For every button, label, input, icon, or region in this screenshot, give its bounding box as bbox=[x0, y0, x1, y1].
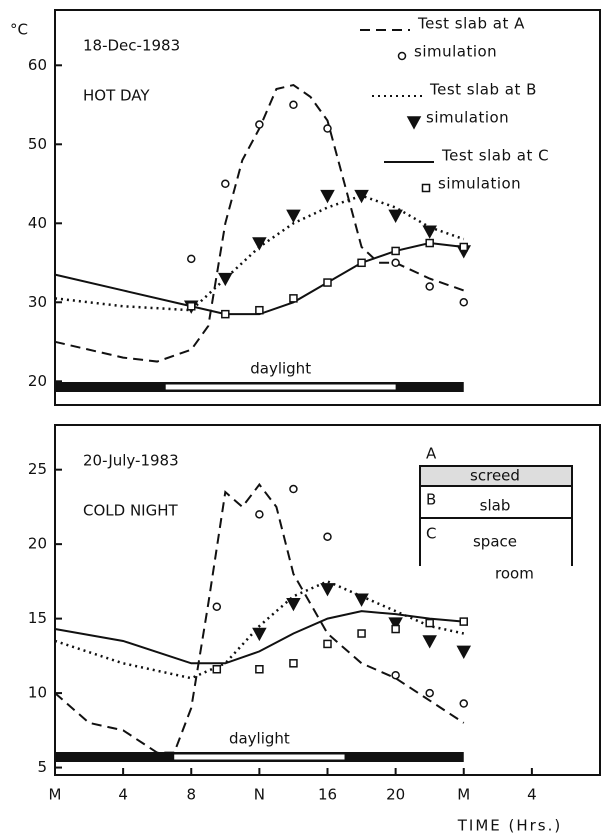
legend-swatch bbox=[421, 183, 431, 193]
legend-label: Test slab at C bbox=[441, 147, 549, 165]
inset-label: screed bbox=[470, 467, 520, 485]
inset-label: C bbox=[426, 525, 436, 543]
marker bbox=[391, 670, 400, 680]
marker bbox=[323, 278, 332, 287]
x-tick-label: N bbox=[254, 786, 265, 804]
annotation: HOT DAY bbox=[83, 87, 150, 105]
y-tick-label: 40 bbox=[28, 214, 47, 232]
marker bbox=[320, 583, 335, 597]
annotation: 20-July-1983 bbox=[83, 452, 179, 470]
marker bbox=[357, 258, 366, 268]
x-axis-label: TIME (Hrs.) bbox=[457, 817, 563, 835]
inset-label: A bbox=[426, 445, 437, 463]
x-tick-label: M bbox=[457, 786, 470, 804]
marker bbox=[221, 309, 230, 319]
marker bbox=[323, 532, 332, 541]
marker bbox=[286, 209, 301, 223]
x-tick-label: 8 bbox=[186, 786, 196, 804]
marker bbox=[252, 237, 267, 251]
plot-frame bbox=[54, 9, 601, 406]
marker bbox=[388, 617, 403, 631]
series-line bbox=[54, 610, 464, 665]
marker bbox=[323, 639, 332, 649]
x-tick-label: 4 bbox=[118, 786, 128, 804]
marker bbox=[289, 294, 298, 303]
legend-label: simulation bbox=[438, 175, 521, 193]
y-tick-label: 20 bbox=[28, 372, 47, 390]
marker bbox=[391, 246, 400, 256]
marker bbox=[212, 602, 222, 611]
legend-swatch bbox=[406, 116, 422, 130]
marker bbox=[289, 100, 298, 110]
marker bbox=[456, 645, 472, 659]
marker bbox=[289, 484, 298, 494]
inset-label: B bbox=[426, 491, 436, 509]
series-line bbox=[54, 242, 464, 316]
marker bbox=[320, 189, 335, 204]
marker bbox=[255, 665, 264, 674]
marker bbox=[388, 209, 403, 223]
marker bbox=[212, 665, 222, 674]
x-tick-label: M bbox=[49, 786, 62, 804]
marker bbox=[221, 179, 230, 189]
daylight-label: daylight bbox=[229, 730, 290, 748]
marker bbox=[391, 624, 400, 634]
marker bbox=[187, 302, 196, 311]
marker bbox=[459, 617, 468, 626]
marker bbox=[391, 258, 400, 268]
legend-label: Test slab at B bbox=[429, 81, 537, 99]
marker bbox=[218, 272, 233, 287]
inset-label: slab bbox=[480, 497, 511, 515]
marker bbox=[255, 120, 264, 129]
marker bbox=[425, 282, 434, 291]
marker bbox=[422, 225, 437, 239]
inset-label: space bbox=[473, 533, 517, 551]
annotation: COLD NIGHT bbox=[83, 502, 179, 520]
marker bbox=[187, 254, 196, 264]
y-tick-label: 5 bbox=[37, 758, 47, 776]
marker bbox=[459, 298, 468, 307]
y-axis-label: °C bbox=[10, 21, 28, 39]
inset-label: room bbox=[495, 565, 534, 583]
marker bbox=[252, 627, 267, 642]
marker bbox=[425, 688, 434, 698]
marker bbox=[459, 699, 468, 708]
marker bbox=[425, 238, 434, 248]
inset-space bbox=[419, 518, 573, 566]
marker bbox=[286, 597, 301, 612]
y-tick-label: 25 bbox=[28, 460, 47, 478]
marker bbox=[354, 189, 369, 204]
daylight-label: daylight bbox=[250, 360, 311, 378]
daylight-bar bbox=[165, 384, 396, 390]
series-line bbox=[54, 194, 465, 312]
y-tick-label: 60 bbox=[28, 56, 47, 74]
marker bbox=[422, 635, 437, 649]
legend-label: simulation bbox=[426, 109, 509, 127]
marker bbox=[425, 618, 434, 628]
x-tick-label: 4 bbox=[527, 786, 537, 804]
legend-swatch bbox=[397, 51, 407, 61]
y-tick-label: 15 bbox=[28, 609, 47, 627]
marker bbox=[255, 305, 264, 315]
marker bbox=[255, 510, 264, 519]
marker bbox=[289, 659, 298, 668]
x-tick-label: 20 bbox=[386, 786, 405, 804]
marker bbox=[323, 124, 332, 133]
marker bbox=[357, 629, 366, 638]
marker bbox=[459, 242, 468, 252]
daylight-bar bbox=[174, 754, 345, 760]
legend-label: Test slab at A bbox=[417, 15, 525, 33]
y-tick-label: 50 bbox=[28, 135, 47, 153]
y-tick-label: 30 bbox=[28, 293, 47, 311]
series-line bbox=[54, 482, 465, 754]
marker bbox=[354, 593, 369, 607]
legend-label: simulation bbox=[414, 43, 497, 61]
x-tick-label: 16 bbox=[318, 786, 337, 804]
inset-slab bbox=[419, 485, 573, 519]
series-line bbox=[54, 83, 465, 363]
y-tick-label: 10 bbox=[28, 684, 47, 702]
annotation: 18-Dec-1983 bbox=[83, 37, 180, 55]
y-tick-label: 20 bbox=[28, 535, 47, 553]
